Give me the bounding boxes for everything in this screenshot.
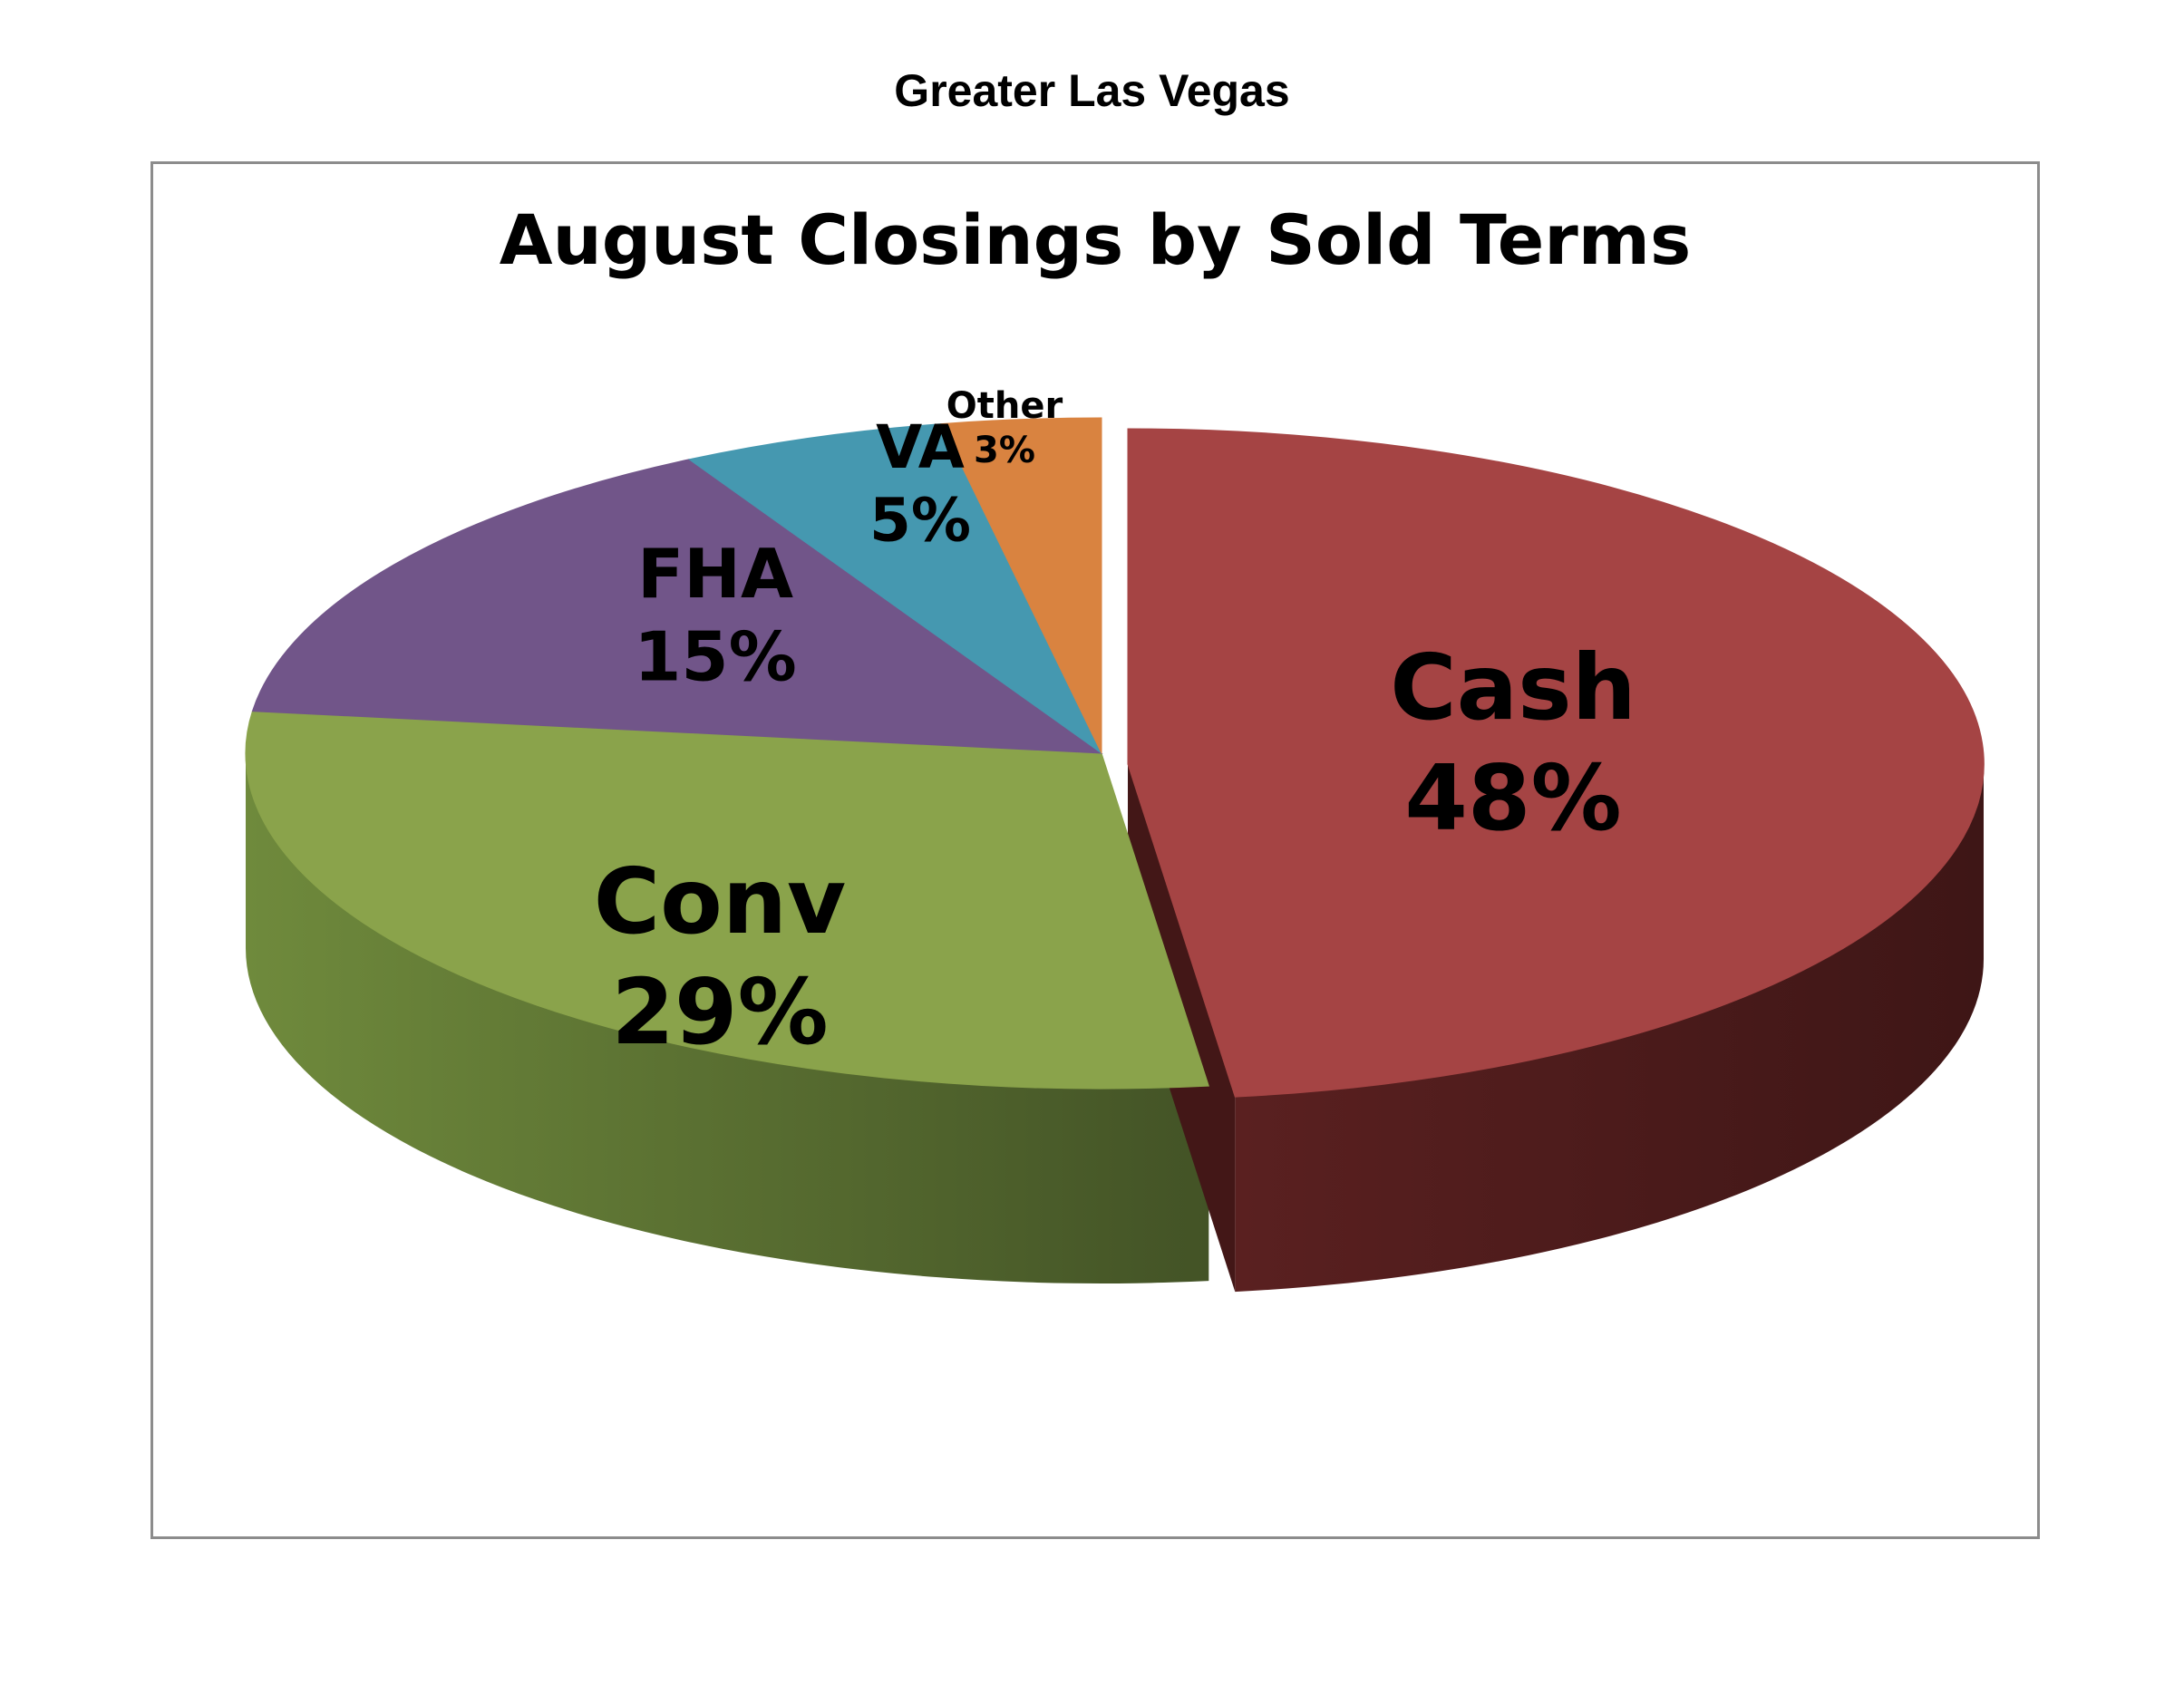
slice-other — [940, 417, 1102, 754]
slice-fha — [251, 459, 1103, 754]
slice-value-cash: 48% — [1404, 745, 1621, 851]
pie-slices — [245, 417, 1985, 1293]
slice-label-conv: Conv — [594, 848, 846, 954]
slice-side-conv — [245, 753, 1209, 1284]
slice-value-conv: 29% — [611, 959, 828, 1065]
slice-value-va: 5% — [869, 486, 971, 556]
slice-conv — [245, 711, 1209, 1090]
slice-value-fha: 15% — [634, 617, 797, 697]
slice-label-va: VA — [876, 412, 965, 482]
slice-side-cash — [1235, 764, 1984, 1293]
slice-label-cash: Cash — [1390, 634, 1636, 741]
slice-value-other: 3% — [974, 430, 1035, 471]
slice-label-fha: FHA — [637, 534, 793, 614]
chart-title: August Closings by Sold Terms — [500, 199, 1691, 280]
slice-cash — [1127, 428, 1985, 1098]
chart-frame: August Closings by Sold Terms Cash 48% Con… — [150, 161, 2040, 1539]
slice-va — [687, 423, 1102, 754]
slice-label-other: Other — [946, 385, 1063, 427]
page-title: Greater Las Vegas — [894, 65, 1290, 116]
